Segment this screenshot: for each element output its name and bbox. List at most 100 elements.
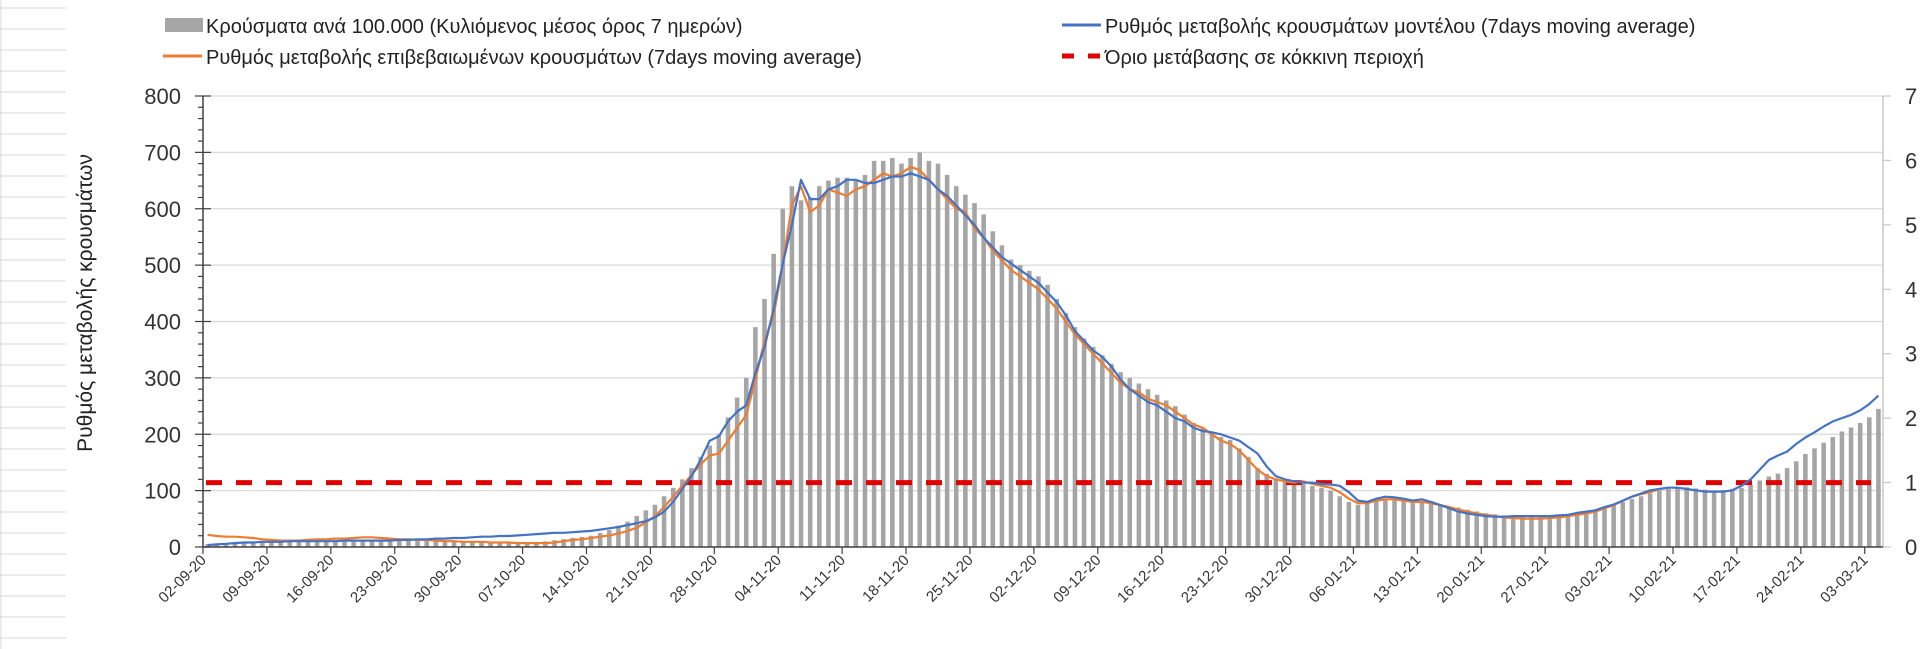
legend-label-red: Όριο μετάβασης σε κόκκινη περιοχή (1104, 47, 1424, 69)
gridlines (203, 95, 1883, 492)
bar (1748, 484, 1753, 547)
bar (1045, 284, 1050, 547)
bar (926, 160, 932, 548)
bar (1227, 439, 1233, 547)
left-tick-label: 600 (144, 197, 181, 222)
bar (579, 536, 585, 547)
bar (1118, 372, 1123, 547)
right-tick-label: 7 (1905, 84, 1917, 109)
bar (1264, 473, 1269, 547)
bar (378, 540, 384, 547)
bar (817, 186, 822, 547)
bar (1027, 270, 1032, 547)
bar (753, 327, 758, 547)
bar (1191, 422, 1196, 547)
bar (1173, 406, 1178, 547)
x-tick-label: 16-09-20 (283, 552, 337, 606)
bar (1054, 298, 1059, 547)
x-tick-label: 14-10-20 (539, 552, 593, 606)
x-tick-label: 10-02-21 (1625, 552, 1679, 606)
bar (1200, 428, 1206, 547)
bar (1702, 489, 1708, 547)
left-tick-label: 500 (144, 253, 181, 278)
sheet-row-lines (0, 0, 66, 649)
bar (497, 542, 503, 547)
left-tick-label: 300 (144, 366, 181, 391)
bar (625, 521, 630, 547)
right-tick-label: 1 (1905, 471, 1917, 496)
y-axis-title: Ρυθμός μεταβολής κρουσμάτων (74, 154, 97, 452)
legend-label-orange: Ρυθμός μεταβολής επιβεβαιωμένων κρουσμάτ… (206, 47, 862, 69)
x-tick-label: 23-09-20 (347, 552, 401, 606)
bar (1876, 408, 1881, 547)
bar (908, 158, 913, 547)
right-tick-label: 5 (1905, 213, 1917, 238)
bar (433, 541, 439, 547)
bar (1355, 504, 1361, 547)
bar (1839, 431, 1845, 547)
bar (1803, 453, 1808, 547)
bar (1775, 473, 1781, 547)
bar (1474, 511, 1479, 547)
bar (588, 535, 594, 547)
bar (451, 541, 457, 547)
bar (1273, 478, 1279, 547)
line-blue-model (207, 172, 1880, 547)
bar (1145, 389, 1151, 547)
bar (1109, 363, 1114, 547)
bar (1757, 480, 1763, 547)
bar (990, 231, 996, 548)
bar (1136, 383, 1142, 547)
bar (1428, 503, 1434, 547)
bar (1821, 442, 1826, 547)
bar (232, 542, 238, 547)
bar (1410, 500, 1416, 547)
bar (1638, 496, 1644, 547)
x-tick-label: 09-12-20 (1050, 552, 1104, 606)
right-tick-label: 2 (1905, 406, 1917, 431)
bar (871, 160, 877, 548)
bar (1538, 515, 1543, 547)
bar (561, 539, 566, 547)
bar (1282, 480, 1288, 547)
left-tick-label: 200 (144, 422, 181, 447)
bar (1209, 434, 1215, 547)
bar (460, 541, 466, 547)
bar (1812, 448, 1817, 547)
x-tick-label: 02-09-20 (155, 552, 209, 606)
left-tick-label: 700 (144, 140, 181, 165)
bar (424, 540, 429, 547)
bar (369, 540, 375, 547)
right-tick-label: 4 (1905, 277, 1917, 302)
bar (798, 200, 804, 547)
bar (406, 540, 411, 547)
bar (488, 541, 493, 547)
bar (1090, 346, 1096, 547)
bar (734, 397, 740, 547)
bar (616, 525, 621, 547)
bar (1657, 490, 1662, 547)
bar (442, 541, 448, 547)
bar (1364, 503, 1370, 547)
bar (360, 540, 366, 547)
bar (1300, 483, 1306, 547)
bar (826, 180, 831, 547)
bar (1647, 493, 1653, 547)
bar (935, 163, 941, 547)
bar (1392, 499, 1397, 547)
bar (1510, 515, 1516, 547)
bar (1437, 504, 1443, 547)
bar (1081, 338, 1087, 547)
bar (1237, 448, 1242, 547)
legend: Κρούσματα ανά 100.000 (Κυλιόμενος μέσος … (163, 16, 1695, 69)
bar (716, 434, 722, 547)
bar (1529, 516, 1534, 547)
x-tick-label: 11-11-20 (796, 552, 849, 605)
x-tick-label: 09-09-20 (219, 552, 273, 606)
bar (1602, 507, 1607, 547)
bar (205, 544, 210, 547)
x-tick-label: 13-01-21 (1370, 552, 1424, 606)
x-tick-label: 21-10-20 (603, 552, 657, 606)
bar (899, 163, 904, 547)
bar (269, 541, 274, 547)
